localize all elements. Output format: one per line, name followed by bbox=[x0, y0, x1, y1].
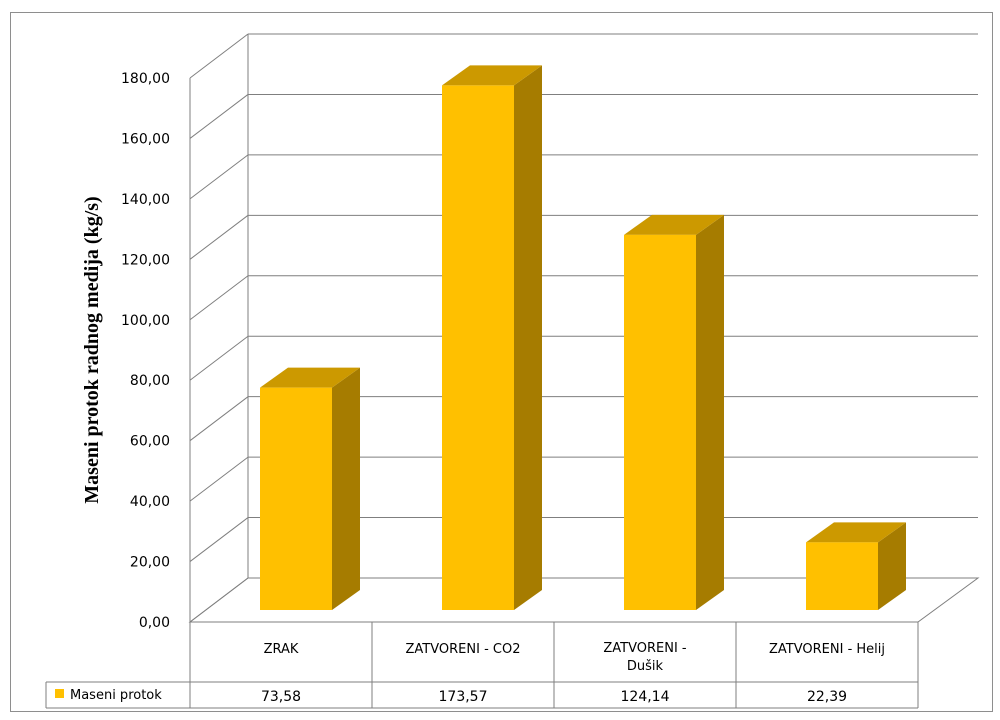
data-label: 22,39 bbox=[807, 689, 847, 705]
bar-side bbox=[514, 65, 542, 611]
category-label: ZATVORENI - Helij bbox=[769, 642, 885, 657]
bar bbox=[806, 542, 878, 610]
bar-side bbox=[878, 522, 906, 610]
bar bbox=[624, 234, 696, 610]
category-label: ZATVORENI - CO2 bbox=[406, 642, 521, 657]
gridline-depth bbox=[189, 94, 249, 139]
gridline-depth bbox=[189, 275, 249, 321]
category-label: ZRAK bbox=[264, 642, 299, 657]
y-tick-label: 100,00 bbox=[121, 313, 170, 329]
bar-side bbox=[332, 367, 360, 610]
category-label: Dušik bbox=[627, 659, 664, 674]
y-tick-label: 160,00 bbox=[121, 131, 170, 147]
gridline-depth bbox=[189, 396, 249, 442]
y-tick-label: 120,00 bbox=[121, 252, 170, 268]
y-axis-title: Maseni protok radnog medija (kg/s) bbox=[81, 196, 103, 503]
bar bbox=[260, 387, 332, 610]
y-tick-label: 40,00 bbox=[130, 494, 170, 510]
bar-top bbox=[260, 367, 360, 388]
bar bbox=[442, 85, 514, 611]
y-tick-label: 0,00 bbox=[139, 615, 170, 631]
gridline-depth bbox=[189, 517, 249, 562]
data-label: 73,58 bbox=[261, 689, 301, 705]
y-tick-label: 180,00 bbox=[121, 71, 170, 87]
bar-top bbox=[624, 214, 724, 235]
gridline-depth bbox=[189, 214, 249, 260]
legend-label: Maseni protok bbox=[70, 688, 162, 703]
bar-top bbox=[806, 522, 906, 543]
y-tick-label: 80,00 bbox=[130, 373, 170, 389]
category-label: ZATVORENI - bbox=[603, 641, 687, 656]
y-tick-label: 20,00 bbox=[130, 555, 170, 571]
gridline-depth bbox=[189, 154, 249, 200]
bar-top bbox=[442, 65, 542, 86]
gridline-depth bbox=[189, 335, 249, 381]
gridline-depth bbox=[189, 33, 249, 79]
bar-side bbox=[696, 214, 724, 610]
data-label: 173,57 bbox=[439, 689, 488, 705]
data-label: 124,14 bbox=[621, 689, 670, 705]
y-tick-label: 60,00 bbox=[130, 434, 170, 450]
y-tick-label: 140,00 bbox=[121, 192, 170, 208]
legend-key bbox=[55, 689, 64, 698]
gridline-depth bbox=[189, 456, 249, 502]
